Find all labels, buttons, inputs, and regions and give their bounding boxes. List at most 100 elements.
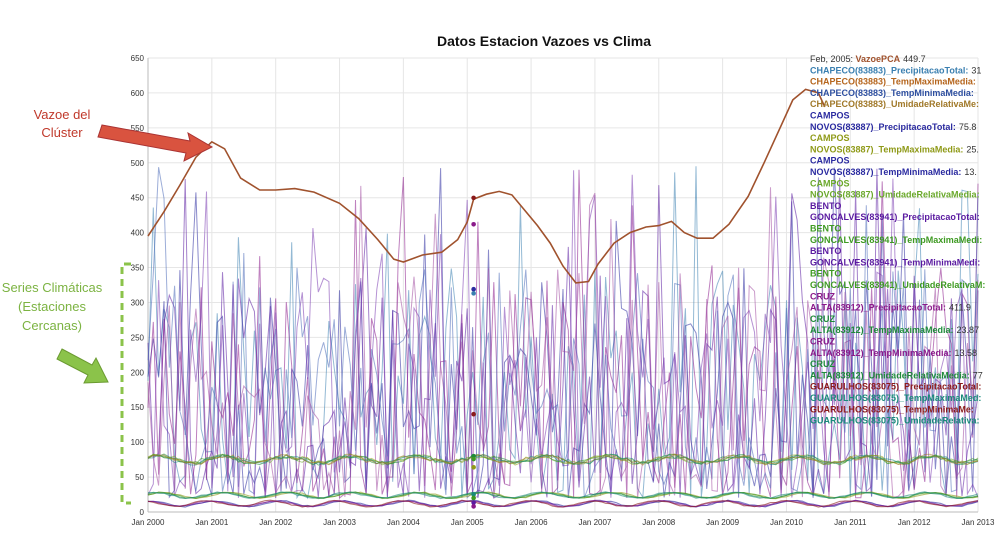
hover-point[interactable] <box>471 291 476 296</box>
y-tick-label: 0 <box>140 508 145 517</box>
x-tick-label: Jan 2011 <box>834 518 867 527</box>
legend-entry: CRUZ <box>810 359 835 369</box>
legend-entry: CHAPECO(83883)_PrecipitacaoTotal: 31 <box>810 65 981 75</box>
legend-entry: GUARULHOS(83075)_PrecipitacaoTotal: <box>810 382 981 392</box>
legend-entry: GONCALVES(83941)_PrecipitacaoTotal: <box>810 212 980 222</box>
hover-point[interactable] <box>471 492 476 497</box>
hover-point[interactable] <box>471 495 476 501</box>
hover-point[interactable] <box>471 464 476 470</box>
arrow-icon <box>97 124 214 162</box>
y-axis: 0 50 100 150 200 250 300 350 400 450 500 550 600 650 <box>131 54 149 517</box>
x-tick-label: Jan 2012 <box>898 518 931 527</box>
hover-point[interactable] <box>471 504 476 509</box>
y-tick-label: 550 <box>131 124 145 133</box>
precipitation-series-line <box>147 170 979 499</box>
x-tick-label: Jan 2009 <box>706 518 739 527</box>
x-tick-label: Jan 2007 <box>578 518 611 527</box>
y-tick-label: 150 <box>131 403 145 412</box>
x-axis: Jan 2000 Jan 2001 Jan 2002 Jan 2003 Jan 2004… <box>132 511 995 527</box>
precipitation-series-line <box>147 168 979 499</box>
hover-point[interactable] <box>471 286 476 292</box>
x-tick-label: Jan 2005 <box>451 518 484 527</box>
legend-entry: NOVOS(83887)_UmidadeRelativaMedia: <box>810 190 980 200</box>
y-tick-label: 650 <box>131 54 145 63</box>
vazoe-pca-line <box>147 88 826 284</box>
y-tick-label: 500 <box>131 159 145 168</box>
annotations: Vazoe del Clúster Series Climáticas (Estaci… <box>2 107 214 505</box>
x-tick-label: Jan 2006 <box>515 518 548 527</box>
legend-entry: ALTA(83912)_TempMaximaMedia: 23.87 <box>810 325 979 335</box>
legend-entry: GUARULHOS(83075)_TempMinimaMe: <box>810 404 974 414</box>
climate-series-group <box>147 166 979 508</box>
legend-entry: CAMPOS <box>810 133 850 143</box>
y-tick-label: 300 <box>131 298 145 307</box>
precipitation-series-line <box>147 169 979 499</box>
precipitation-series-line <box>147 167 979 499</box>
hover-point[interactable] <box>471 195 476 201</box>
x-tick-label: Jan 2003 <box>323 518 356 527</box>
legend-entry: GUARULHOS(83075)_UmidadeRelativa: <box>810 416 980 426</box>
y-tick-label: 200 <box>131 368 145 377</box>
hover-date: Feb, 2005: VazoePCA 449.7 <box>810 54 926 64</box>
legend-entry: CRUZ <box>810 337 835 347</box>
humidity-series-line <box>147 453 979 466</box>
legend-entry: CRUZ <box>810 291 835 301</box>
legend-entry: CHAPECO(83883)_TempMinimaMedia: <box>810 88 974 98</box>
legend-entry: ALTA(83912)_TempMinimaMedia: 13.58 <box>810 348 977 358</box>
x-tick-label: Jan 2010 <box>770 518 803 527</box>
legend-entry: CHAPECO(83883)_UmidadeRelativaMe: <box>810 99 979 109</box>
legend-entry: BENTO <box>810 201 841 211</box>
legend-entry: CAMPOS <box>810 111 850 121</box>
annotation-climate-label: Series Climáticas <box>2 280 103 295</box>
legend-entry: NOVOS(83887)_TempMinimaMedia: 13. <box>810 167 977 177</box>
temperature-series-line <box>147 499 979 508</box>
annotation-climate-label: Cercanas) <box>22 318 82 333</box>
precipitation-series-line <box>147 167 979 499</box>
legend-entry: CRUZ <box>810 314 835 324</box>
hover-point[interactable] <box>471 411 476 417</box>
legend-entry: CHAPECO(83883)_TempMaximaMedia: <box>810 77 976 87</box>
y-tick-label: 400 <box>131 229 145 238</box>
legend-entry: NOVOS(83887)_TempMaximaMedia: 25. <box>810 144 979 154</box>
hover-legend: Feb, 2005: VazoePCA 449.7CHAPECO(83883)_P… <box>810 54 985 426</box>
hover-point[interactable] <box>471 222 476 227</box>
legend-entry: GONCALVES(83941)_UmidadeRelativaM: <box>810 280 985 290</box>
chart-grid <box>147 57 979 513</box>
hover-point[interactable] <box>471 456 476 462</box>
precipitation-series-line <box>147 166 979 500</box>
y-tick-label: 350 <box>131 264 145 273</box>
temperature-series-line <box>147 499 979 508</box>
temperature-series-line <box>147 491 979 500</box>
hover-point[interactable] <box>471 500 476 505</box>
chart-title: Datos Estacion Vazoes vs Clima <box>437 33 651 49</box>
legend-entry: CAMPOS <box>810 156 850 166</box>
humidity-series-line <box>147 453 979 466</box>
x-tick-label: Jan 2013 <box>962 518 995 527</box>
arrow-icon <box>56 348 109 384</box>
precipitation-series-line <box>147 185 979 498</box>
legend-entry: GONCALVES(83941)_TempMinimaMedi: <box>810 257 980 267</box>
y-tick-label: 450 <box>131 194 145 203</box>
hover-markers <box>471 195 476 509</box>
legend-entry: GUARULHOS(83075)_TempMaximaMed: <box>810 393 981 403</box>
x-tick-label: Jan 2002 <box>259 518 292 527</box>
y-tick-label: 600 <box>131 89 145 98</box>
vazoe-series-group <box>147 88 826 284</box>
x-tick-label: Jan 2004 <box>387 518 420 527</box>
legend-entry: ALTA(83912)_PrecipitacaoTotal: 411.9 <box>810 303 971 313</box>
y-tick-label: 100 <box>131 438 145 447</box>
legend-entry: CAMPOS <box>810 178 850 188</box>
humidity-series-line <box>147 453 979 466</box>
x-tick-label: Jan 2001 <box>195 518 228 527</box>
x-tick-label: Jan 2008 <box>642 518 675 527</box>
bracket-annotation <box>120 262 131 505</box>
legend-entry: BENTO <box>810 246 841 256</box>
legend-entry: GONCALVES(83941)_TempMaximaMedi: <box>810 235 982 245</box>
x-tick-label: Jan 2000 <box>132 518 165 527</box>
legend-entry: NOVOS(83887)_PrecipitacaoTotal: 75.8 <box>810 122 976 132</box>
annotation-vazoe-label: Vazoe del <box>34 107 91 122</box>
legend-entry: BENTO <box>810 224 841 234</box>
legend-entry: BENTO <box>810 269 841 279</box>
y-tick-label: 50 <box>135 473 144 482</box>
